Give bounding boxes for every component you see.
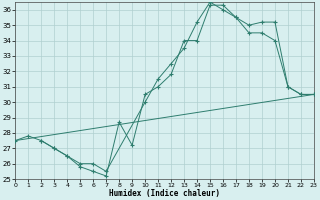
X-axis label: Humidex (Indice chaleur): Humidex (Indice chaleur) [109, 189, 220, 198]
